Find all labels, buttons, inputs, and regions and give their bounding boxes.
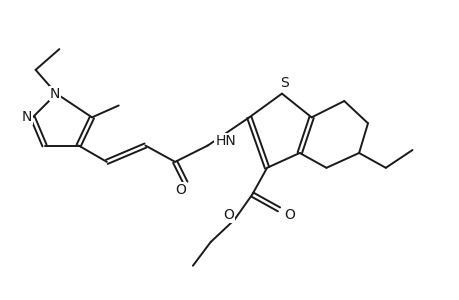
Text: HN: HN [215,134,235,148]
Text: O: O [223,208,234,222]
Text: N: N [22,110,32,124]
Text: N: N [50,87,60,100]
Text: O: O [175,183,186,197]
Text: O: O [283,208,294,222]
Text: S: S [280,76,289,90]
